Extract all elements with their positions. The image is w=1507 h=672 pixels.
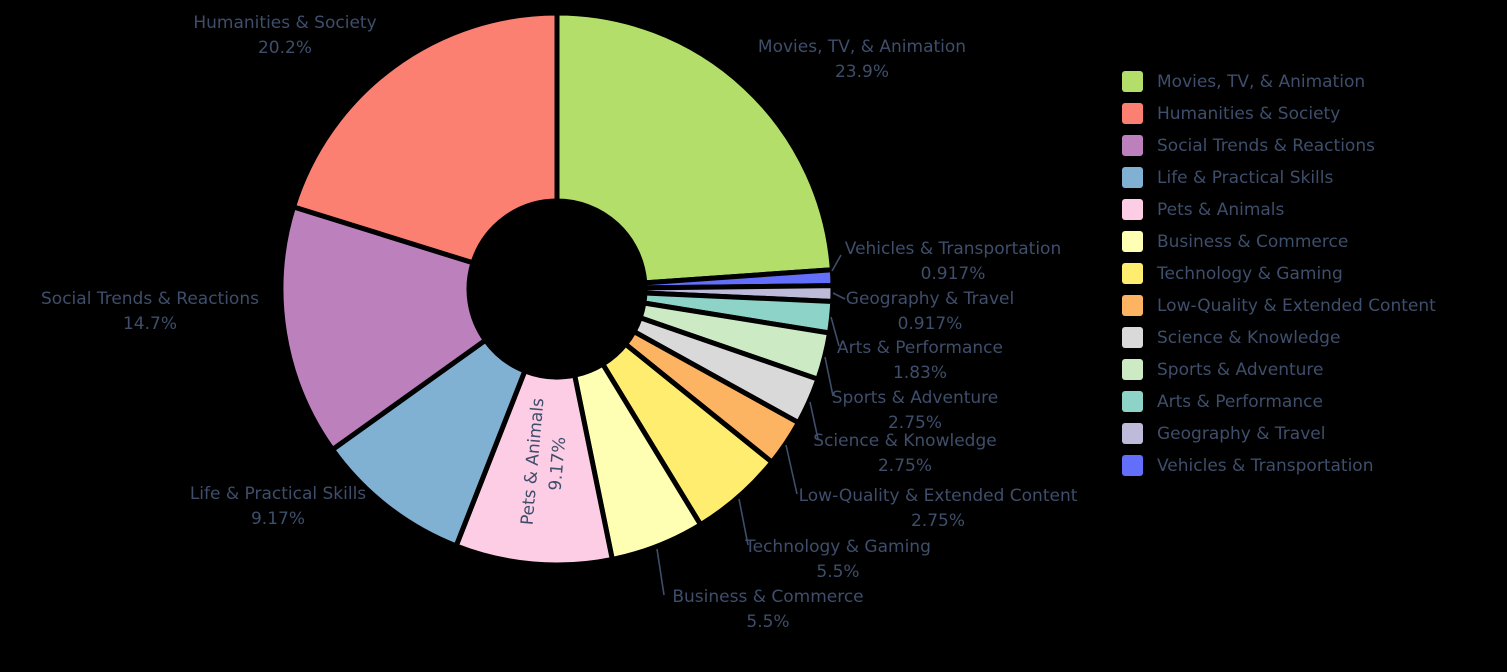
legend-swatch-icon — [1122, 295, 1143, 316]
slice-label: Science & Knowledge — [813, 431, 996, 451]
legend-label: Life & Practical Skills — [1157, 167, 1334, 188]
slice-pct-label: 23.9% — [835, 62, 889, 82]
slice-label: Life & Practical Skills — [190, 484, 366, 504]
legend-label: Sports & Adventure — [1157, 359, 1324, 380]
pie-slice-life-practical-skills[interactable] — [330, 337, 528, 549]
label-leader-line-vehicles-transportation — [831, 254, 842, 272]
slice-label: Arts & Performance — [837, 338, 1003, 358]
slice-pct-label: 2.75% — [888, 413, 942, 433]
label-leader-line-business-commerce — [656, 548, 665, 596]
legend-item-pets-animals[interactable]: Pets & Animals — [1122, 199, 1436, 220]
legend-label: Vehicles & Transportation — [1157, 455, 1374, 476]
slice-label: Humanities & Society — [193, 13, 376, 33]
pie-slice-pets-animals[interactable] — [453, 368, 615, 568]
legend-item-business-commerce[interactable]: Business & Commerce — [1122, 231, 1436, 252]
legend-label: Science & Knowledge — [1157, 327, 1341, 348]
legend-swatch-icon — [1122, 135, 1143, 156]
chart-legend: Movies, TV, & Animation Humanities & Soci… — [1122, 71, 1436, 476]
legend-item-sports-adventure[interactable]: Sports & Adventure — [1122, 359, 1436, 380]
slice-pct-label: 5.5% — [746, 612, 789, 632]
legend-label: Humanities & Society — [1157, 103, 1341, 124]
slice-label-group-arts-performance: Arts & Performance 1.83% — [837, 338, 1003, 383]
legend-label: Arts & Performance — [1157, 391, 1323, 412]
legend-item-geography-travel[interactable]: Geography & Travel — [1122, 423, 1436, 444]
slice-label: Geography & Travel — [846, 289, 1014, 309]
slice-pct-label: 0.917% — [898, 314, 963, 334]
legend-swatch-icon — [1122, 391, 1143, 412]
slice-label-group-sports-adventure: Sports & Adventure 2.75% — [832, 388, 999, 433]
slice-label-group-business-commerce: Business & Commerce 5.5% — [672, 587, 863, 632]
slice-label: Low-Quality & Extended Content — [799, 486, 1078, 506]
legend-swatch-icon — [1122, 71, 1143, 92]
slice-label-group-science-knowledge: Science & Knowledge 2.75% — [813, 431, 996, 476]
slice-pct-label: 9.17% — [546, 436, 571, 492]
legend-swatch-icon — [1122, 263, 1143, 284]
label-leader-line-arts-performance — [830, 316, 840, 347]
legend-item-vehicles-transportation[interactable]: Vehicles & Transportation — [1122, 455, 1436, 476]
label-leader-line-geography-travel — [832, 292, 846, 300]
slice-pct-label: 14.7% — [123, 314, 177, 334]
slice-label-group-life-practical-skills: Life & Practical Skills 9.17% — [190, 484, 366, 529]
slice-label-group-social-trends-reactions: Social Trends & Reactions 14.7% — [41, 289, 259, 334]
legend-label: Social Trends & Reactions — [1157, 135, 1375, 156]
legend-swatch-icon — [1122, 103, 1143, 124]
legend-item-social-trends-reactions[interactable]: Social Trends & Reactions — [1122, 135, 1436, 156]
slice-pct-label: 5.5% — [816, 562, 859, 582]
pie-slice-humanities-society[interactable] — [291, 10, 560, 266]
legend-item-arts-performance[interactable]: Arts & Performance — [1122, 391, 1436, 412]
legend-item-technology-gaming[interactable]: Technology & Gaming — [1122, 263, 1436, 284]
slice-label-group-vehicles-transportation: Vehicles & Transportation 0.917% — [845, 239, 1061, 284]
slice-label: Sports & Adventure — [832, 388, 999, 408]
label-leader-line-science-knowledge — [809, 401, 819, 440]
slice-label: Social Trends & Reactions — [41, 289, 259, 309]
slice-label-group-technology-gaming: Technology & Gaming 5.5% — [744, 537, 931, 582]
label-leader-line-low-quality-extended-content — [785, 444, 798, 495]
pie-slice-movies-tv-animation[interactable] — [554, 10, 835, 286]
slice-label: Movies, TV, & Animation — [758, 37, 966, 57]
label-leader-line-sports-adventure — [824, 356, 834, 397]
pie-slice-social-trends-reactions[interactable] — [278, 204, 488, 453]
label-leader-line-technology-gaming — [738, 498, 749, 546]
slice-label-group-geography-travel: Geography & Travel 0.917% — [846, 289, 1014, 334]
slice-label-group-low-quality-extended-content: Low-Quality & Extended Content 2.75% — [799, 486, 1078, 531]
slice-pct-label: 9.17% — [251, 509, 305, 529]
legend-item-humanities-society[interactable]: Humanities & Society — [1122, 103, 1436, 124]
legend-swatch-icon — [1122, 327, 1143, 348]
slice-pct-label: 0.917% — [921, 264, 986, 284]
legend-swatch-icon — [1122, 455, 1143, 476]
legend-label: Business & Commerce — [1157, 231, 1349, 252]
legend-label: Geography & Travel — [1157, 423, 1326, 444]
legend-label: Low-Quality & Extended Content — [1157, 295, 1436, 316]
legend-label: Pets & Animals — [1157, 199, 1285, 220]
slice-label: Technology & Gaming — [744, 537, 931, 557]
legend-swatch-icon — [1122, 167, 1143, 188]
slice-label-group-movies-tv-animation: Movies, TV, & Animation 23.9% — [758, 37, 966, 82]
slice-label: Vehicles & Transportation — [845, 239, 1061, 259]
legend-label: Movies, TV, & Animation — [1157, 71, 1366, 92]
legend-swatch-icon — [1122, 359, 1143, 380]
slice-label-group-humanities-society: Humanities & Society 20.2% — [193, 13, 376, 58]
slice-pct-label: 1.83% — [893, 363, 947, 383]
legend-item-science-knowledge[interactable]: Science & Knowledge — [1122, 327, 1436, 348]
legend-item-low-quality-extended-content[interactable]: Low-Quality & Extended Content — [1122, 295, 1436, 316]
legend-swatch-icon — [1122, 199, 1143, 220]
slice-pct-label: 20.2% — [258, 38, 312, 58]
legend-swatch-icon — [1122, 423, 1143, 444]
slice-pct-label: 2.75% — [878, 456, 932, 476]
legend-label: Technology & Gaming — [1157, 263, 1343, 284]
legend-swatch-icon — [1122, 231, 1143, 252]
legend-item-life-practical-skills[interactable]: Life & Practical Skills — [1122, 167, 1436, 188]
slice-pct-label: 2.75% — [911, 511, 965, 531]
legend-item-movies-tv-animation[interactable]: Movies, TV, & Animation — [1122, 71, 1436, 92]
slice-label: Business & Commerce — [672, 587, 863, 607]
